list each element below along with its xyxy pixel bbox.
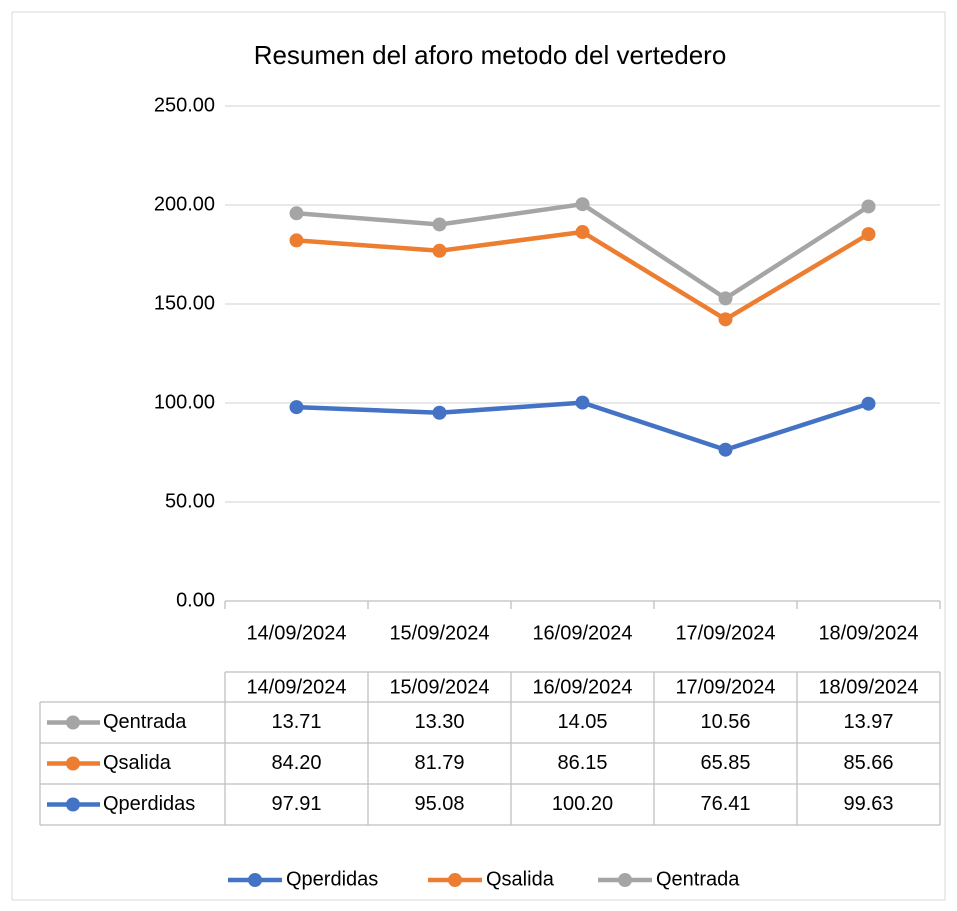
series-marker [289,233,304,248]
table-header: 18/09/2024 [818,676,918,698]
legend-marker [448,873,462,887]
x-tick-label: 15/09/2024 [389,622,489,644]
table-cell: 65.85 [700,752,750,774]
series-marker [289,206,304,221]
chart-title: Resumen del aforo metodo del vertedero [254,40,727,70]
table-cell: 100.20 [552,793,613,815]
table-cell: 76.41 [700,793,750,815]
series-marker [861,396,876,411]
table-header: 17/09/2024 [675,676,775,698]
y-tick-label: 50.00 [165,490,215,512]
chart-frame [11,11,946,901]
series-marker [432,405,447,420]
x-tick-label: 18/09/2024 [818,622,918,644]
series-marker [718,291,733,306]
table-cell: 85.66 [843,752,893,774]
table-cell: 99.63 [843,793,893,815]
series-marker [861,227,876,242]
series-marker [432,217,447,232]
table-legend-marker [66,797,80,812]
table-cell: 95.08 [414,793,464,815]
table-header: 16/09/2024 [532,676,632,698]
series-marker [575,225,590,240]
legend-label: Qsalida [486,868,555,890]
y-tick-label: 250.00 [154,94,215,116]
legend-marker [618,873,632,887]
table-cell: 84.20 [271,752,321,774]
series-marker [575,197,590,212]
table-cell: 13.97 [843,711,893,733]
legend-marker [248,873,262,887]
x-tick-label: 14/09/2024 [246,622,346,644]
legend-label: Qperdidas [286,868,378,890]
x-tick-label: 17/09/2024 [675,622,775,644]
series-marker [718,442,733,457]
table-cell: 13.71 [271,711,321,733]
table-header: 15/09/2024 [389,676,489,698]
table-cell: 13.30 [414,711,464,733]
series-marker [718,312,733,327]
legend-label: Qentrada [656,868,740,890]
series-marker [289,400,304,415]
table-cell: 81.79 [414,752,464,774]
table-legend-marker [66,715,80,730]
series-marker [861,199,876,214]
table-row-label: Qperdidas [103,793,195,815]
table-cell: 14.05 [557,711,607,733]
table-legend-marker [66,756,80,771]
y-tick-label: 200.00 [154,193,215,215]
y-tick-label: 100.00 [154,391,215,413]
table-cell: 86.15 [557,752,607,774]
x-tick-label: 16/09/2024 [532,622,632,644]
table-cell: 10.56 [700,711,750,733]
series-marker [432,243,447,258]
table-row-label: Qentrada [103,711,187,733]
table-row-label: Qsalida [103,752,172,774]
table-header: 14/09/2024 [246,676,346,698]
y-tick-label: 150.00 [154,292,215,314]
series-marker [575,395,590,410]
table-cell: 97.91 [271,793,321,815]
y-tick-label: 0.00 [176,589,215,611]
